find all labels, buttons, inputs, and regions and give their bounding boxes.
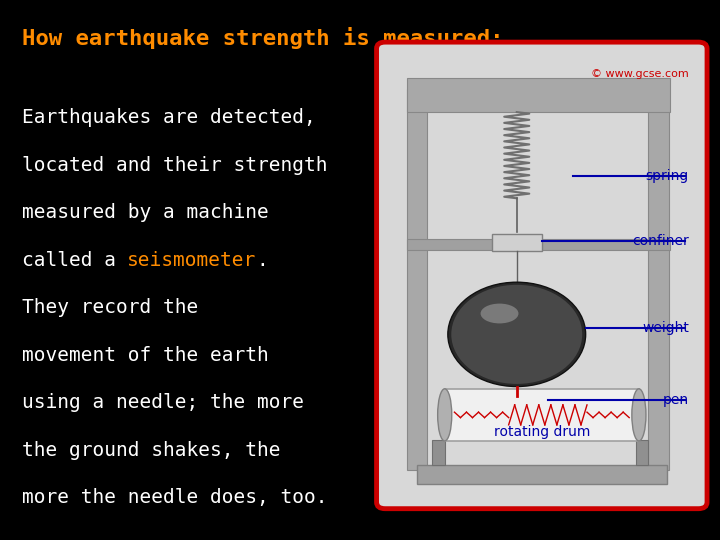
Bar — [648, 90, 669, 470]
Text: © www.gcse.com: © www.gcse.com — [591, 69, 689, 79]
Bar — [407, 78, 670, 112]
Text: called a: called a — [22, 251, 127, 269]
Text: spring: spring — [646, 168, 689, 183]
Ellipse shape — [448, 282, 585, 387]
Bar — [492, 234, 542, 251]
Bar — [407, 239, 670, 251]
Bar — [407, 90, 428, 470]
Text: the ground shakes, the: the ground shakes, the — [22, 441, 280, 460]
Text: more the needle does, too.: more the needle does, too. — [22, 488, 327, 507]
Bar — [416, 465, 667, 484]
Text: movement of the earth: movement of the earth — [22, 346, 269, 365]
Text: seismometer: seismometer — [127, 251, 256, 269]
Text: Earthquakes are detected,: Earthquakes are detected, — [22, 108, 315, 127]
Text: weight: weight — [642, 321, 689, 335]
FancyBboxPatch shape — [377, 42, 707, 509]
Text: using a needle; the more: using a needle; the more — [22, 393, 304, 412]
Text: They record the: They record the — [22, 298, 198, 317]
Text: rotating drum: rotating drum — [494, 424, 590, 438]
Text: confiner: confiner — [632, 234, 689, 248]
Text: How earthquake strength is measured:: How earthquake strength is measured: — [22, 27, 503, 49]
Text: called a: called a — [22, 251, 127, 269]
Text: measured by a machine: measured by a machine — [22, 203, 269, 222]
Bar — [432, 440, 445, 465]
Ellipse shape — [451, 285, 582, 384]
Text: located and their strength: located and their strength — [22, 156, 327, 174]
Text: pen: pen — [663, 393, 689, 407]
Ellipse shape — [632, 389, 646, 441]
Text: seismometer: seismometer — [127, 251, 256, 269]
Bar — [445, 389, 639, 441]
Ellipse shape — [480, 303, 518, 323]
Ellipse shape — [438, 389, 451, 441]
Bar — [636, 440, 648, 465]
Text: .: . — [256, 251, 269, 269]
